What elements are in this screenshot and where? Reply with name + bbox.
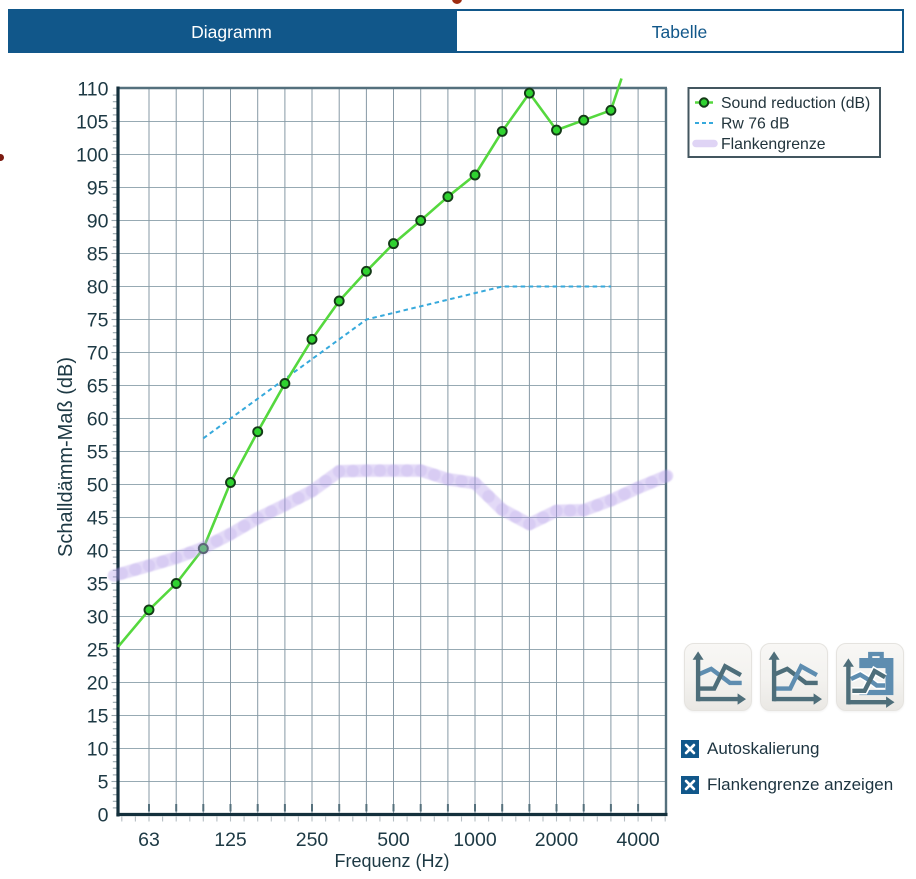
svg-text:95: 95 <box>87 178 109 200</box>
svg-text:2000: 2000 <box>535 829 579 851</box>
svg-text:25: 25 <box>87 640 109 662</box>
svg-text:Sound reduction (dB): Sound reduction (dB) <box>721 95 870 112</box>
svg-text:Rw 76 dB: Rw 76 dB <box>721 116 790 133</box>
svg-text:85: 85 <box>87 244 109 266</box>
svg-text:500: 500 <box>377 829 410 851</box>
svg-text:50: 50 <box>87 475 109 497</box>
svg-text:Flankengrenze: Flankengrenze <box>721 136 826 153</box>
svg-text:63: 63 <box>138 829 160 851</box>
svg-text:40: 40 <box>87 541 109 563</box>
svg-text:10: 10 <box>87 739 109 761</box>
svg-text:5: 5 <box>98 772 109 794</box>
svg-text:125: 125 <box>214 829 247 851</box>
svg-text:105: 105 <box>76 112 109 134</box>
svg-text:60: 60 <box>87 409 109 431</box>
svg-text:90: 90 <box>87 211 109 233</box>
svg-text:15: 15 <box>87 706 109 728</box>
svg-text:55: 55 <box>87 442 109 464</box>
svg-text:35: 35 <box>87 574 109 596</box>
svg-text:30: 30 <box>87 607 109 629</box>
svg-text:80: 80 <box>87 277 109 299</box>
svg-text:110: 110 <box>77 79 108 101</box>
svg-text:100: 100 <box>76 145 109 167</box>
svg-text:75: 75 <box>87 310 109 332</box>
svg-text:Schalldämm-Maß (dB): Schalldämm-Maß (dB) <box>55 357 77 557</box>
svg-text:70: 70 <box>87 343 109 365</box>
svg-text:20: 20 <box>87 673 109 695</box>
svg-text:1000: 1000 <box>453 829 497 851</box>
svg-text:4000: 4000 <box>616 829 660 851</box>
svg-text:65: 65 <box>87 376 109 398</box>
svg-text:Frequenz (Hz): Frequenz (Hz) <box>334 851 449 871</box>
svg-text:0: 0 <box>98 805 109 827</box>
svg-text:250: 250 <box>296 829 329 851</box>
svg-text:45: 45 <box>87 508 109 530</box>
